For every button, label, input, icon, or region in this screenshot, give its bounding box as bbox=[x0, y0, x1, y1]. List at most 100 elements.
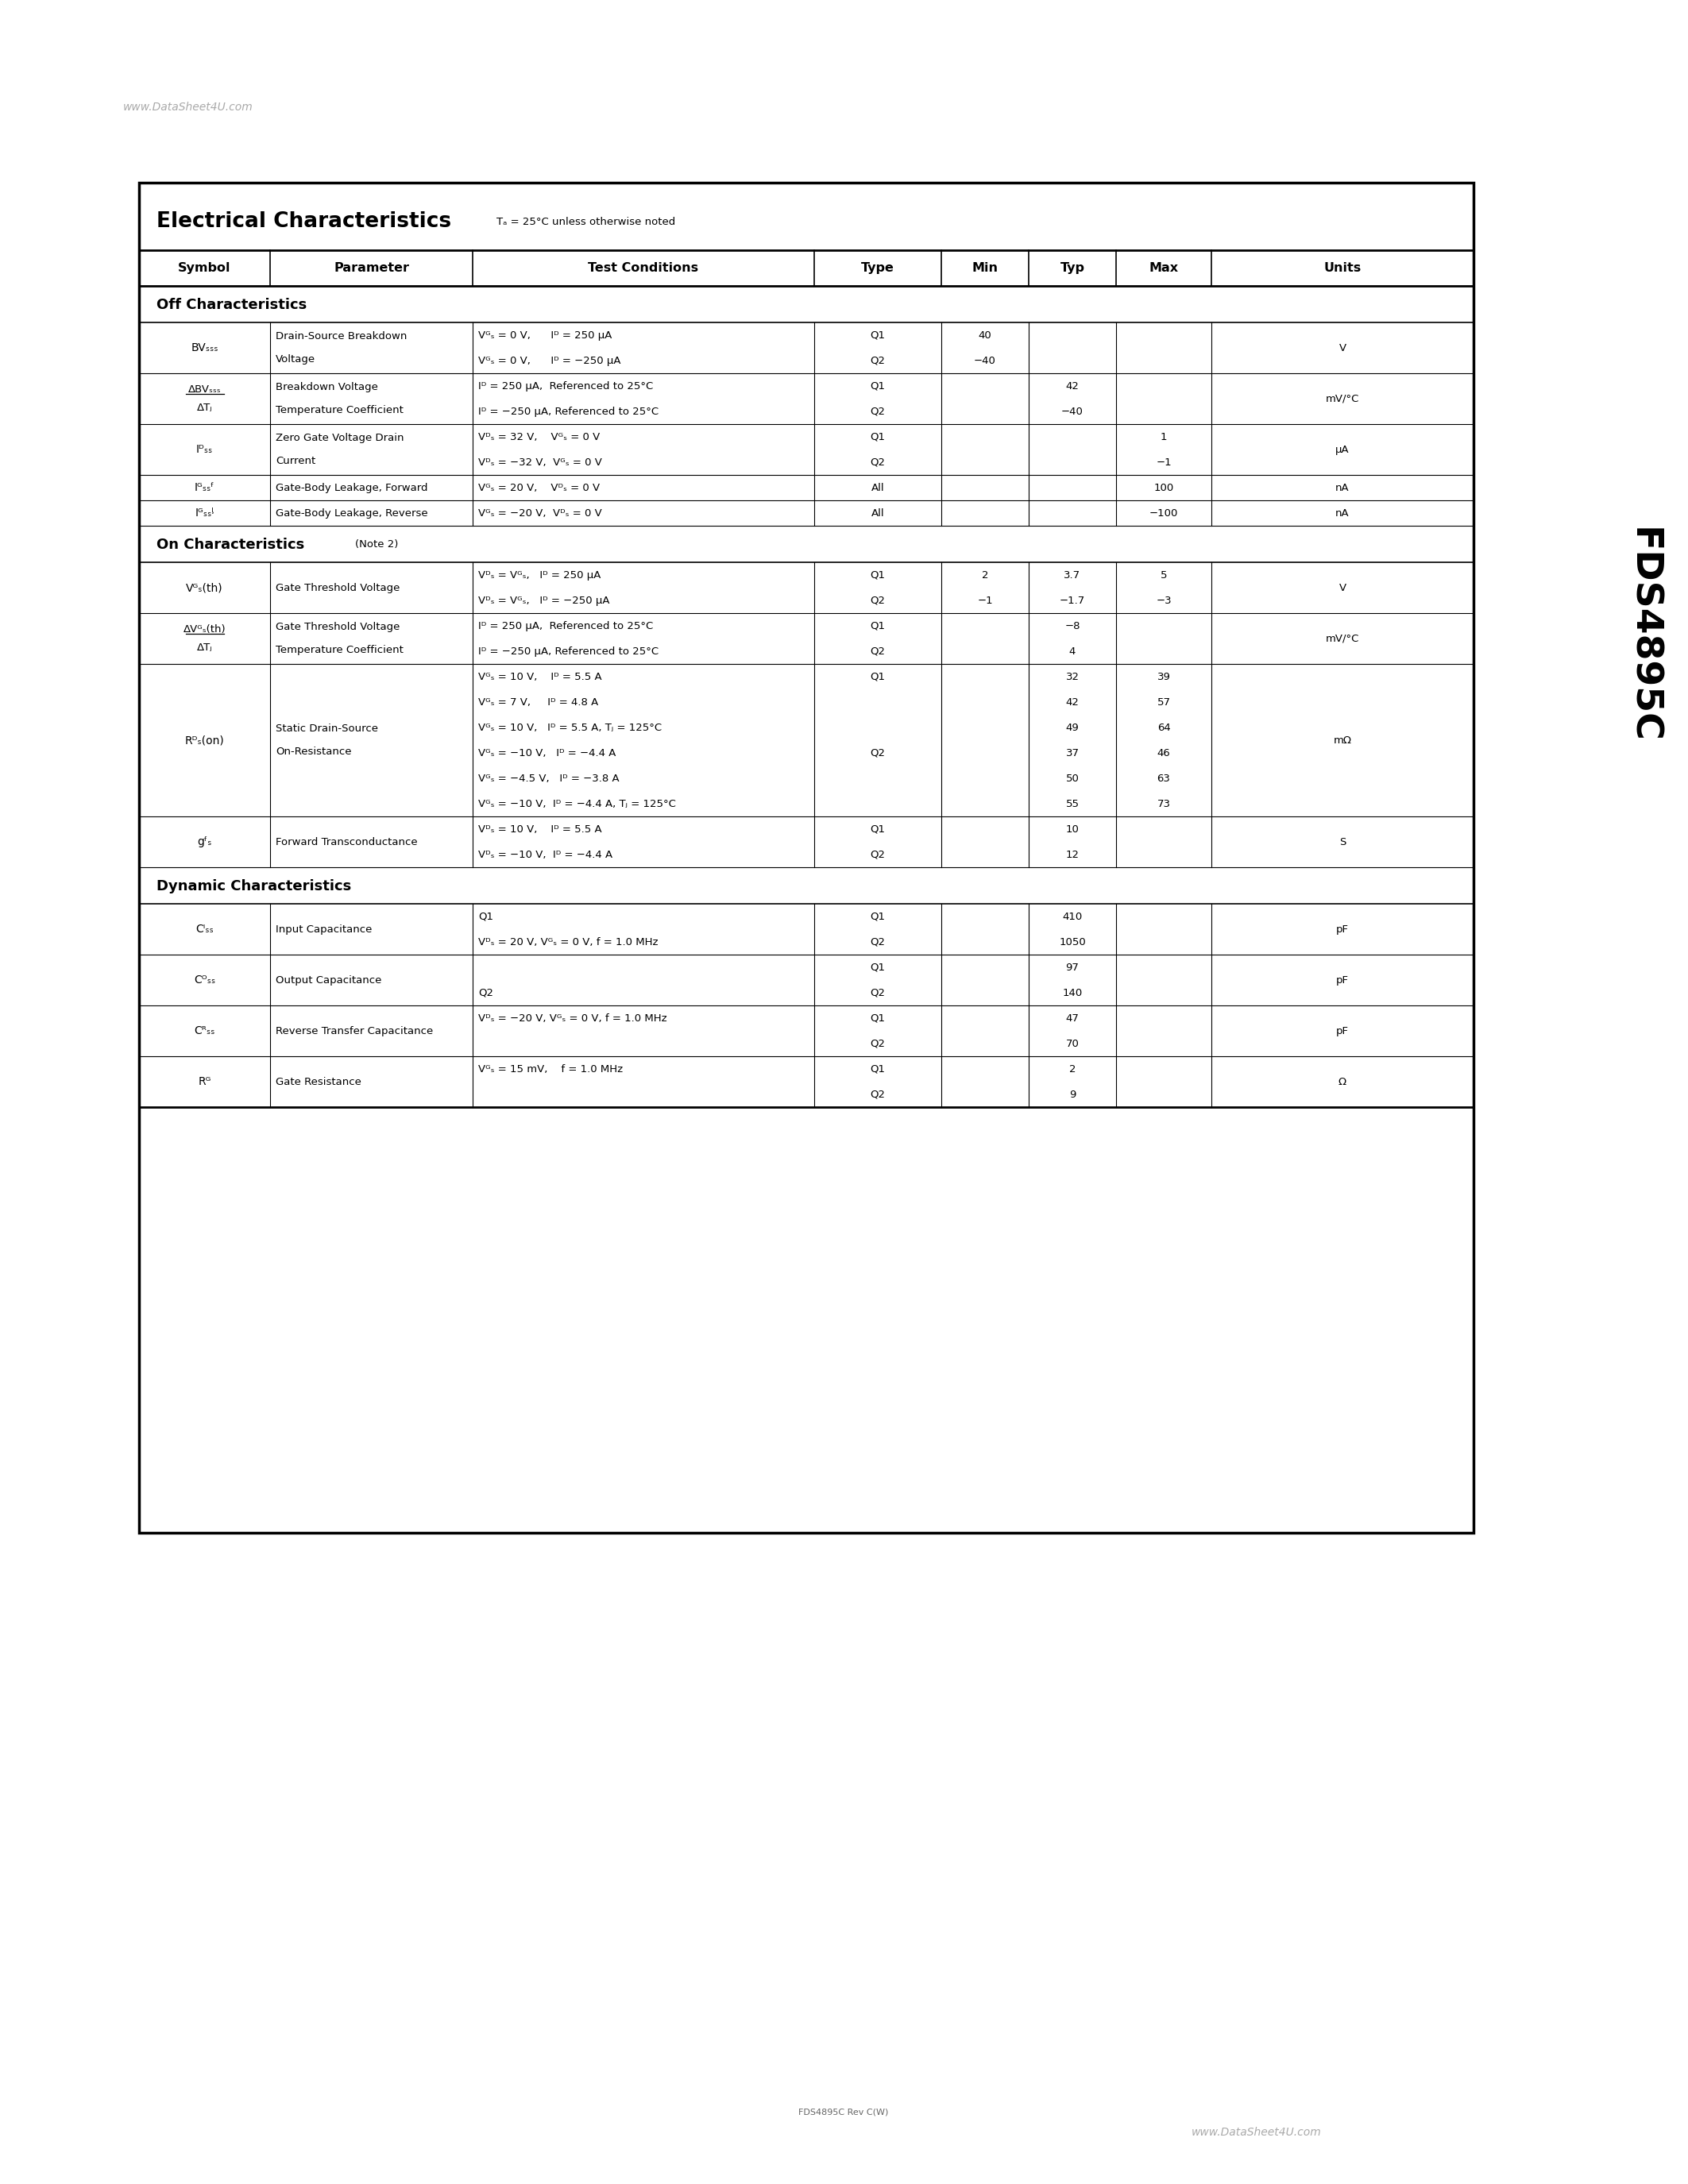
Text: pF: pF bbox=[1337, 1026, 1349, 1035]
Text: Vᴰₛ = −20 V, Vᴳₛ = 0 V, f = 1.0 MHz: Vᴰₛ = −20 V, Vᴳₛ = 0 V, f = 1.0 MHz bbox=[478, 1013, 667, 1024]
Text: Iᴰ = 250 μA,  Referenced to 25°C: Iᴰ = 250 μA, Referenced to 25°C bbox=[478, 380, 653, 391]
Text: V: V bbox=[1339, 343, 1345, 354]
Text: −1.7: −1.7 bbox=[1060, 596, 1085, 605]
Text: Q2: Q2 bbox=[871, 850, 885, 860]
Text: Forward Transconductance: Forward Transconductance bbox=[275, 836, 417, 847]
Text: Voltage: Voltage bbox=[275, 354, 316, 365]
Text: All: All bbox=[871, 509, 885, 518]
Text: 37: 37 bbox=[1065, 747, 1079, 758]
Text: −40: −40 bbox=[1062, 406, 1084, 417]
Text: −1: −1 bbox=[1156, 456, 1171, 467]
Text: 55: 55 bbox=[1065, 799, 1079, 808]
Text: ΔTⱼ: ΔTⱼ bbox=[197, 642, 213, 653]
Text: Vᴳₛ = −10 V,   Iᴰ = −4.4 A: Vᴳₛ = −10 V, Iᴰ = −4.4 A bbox=[478, 747, 616, 758]
Text: Min: Min bbox=[972, 262, 998, 273]
Text: Vᴰₛ = −32 V,  Vᴳₛ = 0 V: Vᴰₛ = −32 V, Vᴳₛ = 0 V bbox=[478, 456, 603, 467]
Text: Cᴼₛₛ: Cᴼₛₛ bbox=[194, 974, 216, 985]
Text: Units: Units bbox=[1323, 262, 1361, 273]
Text: Q1: Q1 bbox=[871, 432, 885, 441]
Text: Max: Max bbox=[1150, 262, 1178, 273]
Text: Output Capacitance: Output Capacitance bbox=[275, 974, 381, 985]
Text: Rᴳ: Rᴳ bbox=[197, 1077, 211, 1088]
Text: 57: 57 bbox=[1156, 697, 1170, 708]
Text: Q2: Q2 bbox=[871, 1037, 885, 1048]
Text: 100: 100 bbox=[1153, 483, 1173, 494]
Text: 47: 47 bbox=[1065, 1013, 1079, 1024]
Text: 9: 9 bbox=[1069, 1090, 1075, 1099]
Text: Q2: Q2 bbox=[871, 937, 885, 948]
Text: www.DataSheet4U.com: www.DataSheet4U.com bbox=[1192, 2127, 1322, 2138]
Text: Cᴵₛₛ: Cᴵₛₛ bbox=[196, 924, 214, 935]
Text: Vᴳₛ(th): Vᴳₛ(th) bbox=[186, 583, 223, 594]
Text: 410: 410 bbox=[1062, 911, 1082, 922]
Text: Q1: Q1 bbox=[871, 823, 885, 834]
Text: Vᴳₛ = −10 V,  Iᴰ = −4.4 A, Tⱼ = 125°C: Vᴳₛ = −10 V, Iᴰ = −4.4 A, Tⱼ = 125°C bbox=[478, 799, 675, 808]
Text: ΔTⱼ: ΔTⱼ bbox=[197, 402, 213, 413]
Text: Vᴳₛ = 10 V,   Iᴰ = 5.5 A, Tⱼ = 125°C: Vᴳₛ = 10 V, Iᴰ = 5.5 A, Tⱼ = 125°C bbox=[478, 723, 662, 732]
Text: Q2: Q2 bbox=[478, 987, 493, 998]
Text: Gate-Body Leakage, Reverse: Gate-Body Leakage, Reverse bbox=[275, 509, 427, 518]
Text: Breakdown Voltage: Breakdown Voltage bbox=[275, 382, 378, 393]
Text: −100: −100 bbox=[1150, 509, 1178, 518]
Text: Q2: Q2 bbox=[871, 456, 885, 467]
Text: Test Conditions: Test Conditions bbox=[587, 262, 699, 273]
Text: Vᴰₛ = Vᴳₛ,   Iᴰ = −250 μA: Vᴰₛ = Vᴳₛ, Iᴰ = −250 μA bbox=[478, 596, 609, 605]
Text: 46: 46 bbox=[1156, 747, 1170, 758]
Text: Vᴰₛ = 20 V, Vᴳₛ = 0 V, f = 1.0 MHz: Vᴰₛ = 20 V, Vᴳₛ = 0 V, f = 1.0 MHz bbox=[478, 937, 658, 948]
Text: Q1: Q1 bbox=[871, 380, 885, 391]
Text: Q2: Q2 bbox=[871, 596, 885, 605]
Text: 97: 97 bbox=[1065, 963, 1079, 972]
Text: V: V bbox=[1339, 583, 1345, 592]
Text: 42: 42 bbox=[1065, 697, 1079, 708]
Text: 49: 49 bbox=[1065, 723, 1079, 732]
Text: 12: 12 bbox=[1065, 850, 1079, 860]
Text: Q2: Q2 bbox=[871, 356, 885, 365]
Text: pF: pF bbox=[1337, 924, 1349, 935]
Text: 5: 5 bbox=[1160, 570, 1166, 581]
Text: nA: nA bbox=[1335, 483, 1349, 494]
Text: Gate Resistance: Gate Resistance bbox=[275, 1077, 361, 1088]
Text: Q2: Q2 bbox=[871, 747, 885, 758]
Text: Tₐ = 25°C unless otherwise noted: Tₐ = 25°C unless otherwise noted bbox=[496, 216, 675, 227]
Text: 50: 50 bbox=[1065, 773, 1079, 784]
Text: Q2: Q2 bbox=[871, 646, 885, 657]
Text: ΔVᴳₛ(th): ΔVᴳₛ(th) bbox=[184, 625, 226, 636]
Text: Symbol: Symbol bbox=[179, 262, 231, 273]
Text: Iᴰ = −250 μA, Referenced to 25°C: Iᴰ = −250 μA, Referenced to 25°C bbox=[478, 406, 658, 417]
Text: Vᴳₛ = −4.5 V,   Iᴰ = −3.8 A: Vᴳₛ = −4.5 V, Iᴰ = −3.8 A bbox=[478, 773, 619, 784]
Text: gᶠₛ: gᶠₛ bbox=[197, 836, 213, 847]
Text: Q1: Q1 bbox=[871, 1013, 885, 1024]
Text: Q1: Q1 bbox=[478, 911, 493, 922]
Text: Q2: Q2 bbox=[871, 1090, 885, 1099]
Text: Current: Current bbox=[275, 456, 316, 465]
Text: On-Resistance: On-Resistance bbox=[275, 747, 351, 758]
Text: Static Drain-Source: Static Drain-Source bbox=[275, 723, 378, 734]
Text: μA: μA bbox=[1335, 443, 1349, 454]
Text: Vᴳₛ = 15 mV,    f = 1.0 MHz: Vᴳₛ = 15 mV, f = 1.0 MHz bbox=[478, 1064, 623, 1075]
Text: Gate Threshold Voltage: Gate Threshold Voltage bbox=[275, 583, 400, 592]
Text: mV/°C: mV/°C bbox=[1325, 393, 1359, 404]
Text: Drain-Source Breakdown: Drain-Source Breakdown bbox=[275, 332, 407, 341]
Text: Electrical Characteristics: Electrical Characteristics bbox=[157, 212, 451, 232]
Text: Vᴳₛ = 10 V,    Iᴰ = 5.5 A: Vᴳₛ = 10 V, Iᴰ = 5.5 A bbox=[478, 670, 603, 681]
Text: 40: 40 bbox=[979, 330, 991, 341]
Text: −3: −3 bbox=[1156, 596, 1171, 605]
Text: Q1: Q1 bbox=[871, 670, 885, 681]
Text: Gate Threshold Voltage: Gate Threshold Voltage bbox=[275, 622, 400, 631]
Text: mΩ: mΩ bbox=[1334, 736, 1352, 745]
Text: Iᴳₛₛᶠ: Iᴳₛₛᶠ bbox=[194, 483, 214, 494]
Text: 39: 39 bbox=[1156, 670, 1170, 681]
Text: 70: 70 bbox=[1065, 1037, 1079, 1048]
Text: On Characteristics: On Characteristics bbox=[157, 537, 304, 553]
Text: Vᴰₛ = 10 V,    Iᴰ = 5.5 A: Vᴰₛ = 10 V, Iᴰ = 5.5 A bbox=[478, 823, 603, 834]
Text: Parameter: Parameter bbox=[334, 262, 408, 273]
Text: Input Capacitance: Input Capacitance bbox=[275, 924, 371, 935]
Text: 10: 10 bbox=[1065, 823, 1079, 834]
Text: FDS4895C Rev C(W): FDS4895C Rev C(W) bbox=[798, 2108, 888, 2116]
Text: −40: −40 bbox=[974, 356, 996, 365]
Text: −1: −1 bbox=[977, 596, 993, 605]
Text: Zero Gate Voltage Drain: Zero Gate Voltage Drain bbox=[275, 432, 403, 443]
Text: 4: 4 bbox=[1069, 646, 1075, 657]
Text: FDS4895C: FDS4895C bbox=[1626, 526, 1661, 743]
Text: Off Characteristics: Off Characteristics bbox=[157, 297, 307, 312]
